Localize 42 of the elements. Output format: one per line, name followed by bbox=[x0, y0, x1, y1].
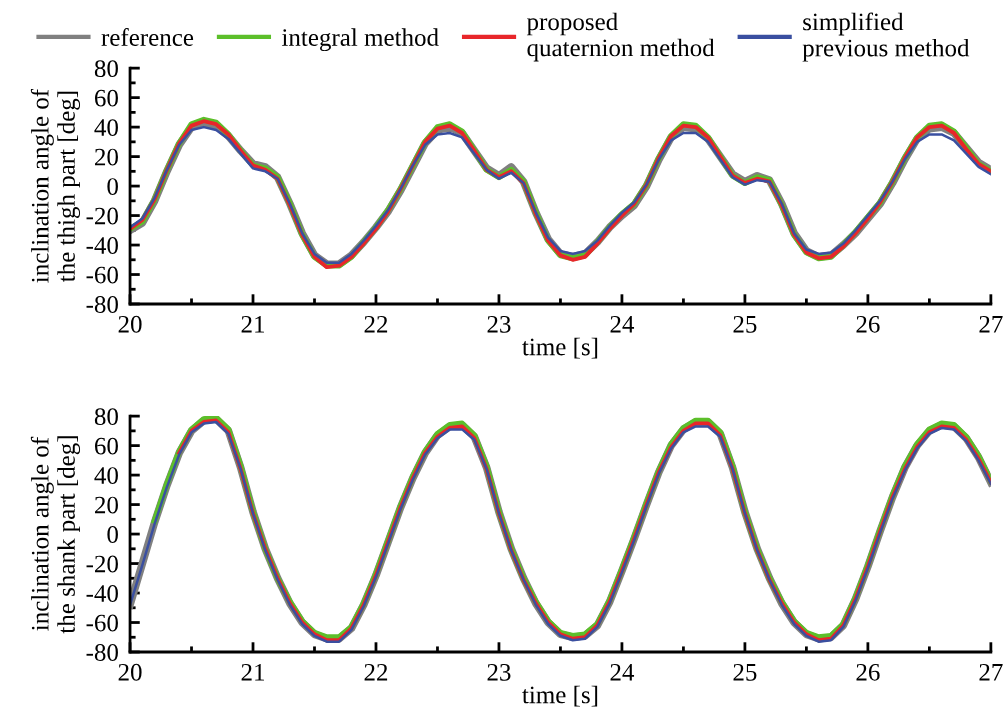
legend-label: integral method bbox=[281, 28, 439, 52]
x-tick-label: 24 bbox=[610, 315, 635, 333]
y-tick-label: -40 bbox=[86, 585, 118, 602]
y-tick-label: 80 bbox=[94, 60, 118, 78]
legend-label: simplified previous method bbox=[802, 12, 970, 62]
y-tick-label: -80 bbox=[86, 296, 118, 313]
x-tick-label: 23 bbox=[487, 315, 511, 333]
x-tick-label: 27 bbox=[979, 315, 1003, 333]
x-tick-label: 20 bbox=[118, 663, 142, 681]
legend-label: reference bbox=[101, 28, 194, 46]
x-tick-label: 24 bbox=[610, 663, 635, 681]
y-tick-label: 20 bbox=[95, 496, 118, 514]
y-tick-label: 0 bbox=[107, 526, 118, 543]
x-tick-label: 27 bbox=[979, 663, 1003, 681]
x-axis-title: time [s] bbox=[522, 685, 598, 707]
y-tick-label: 20 bbox=[95, 148, 118, 166]
x-tick-label: 22 bbox=[364, 315, 388, 333]
y-tick-label: 40 bbox=[94, 119, 118, 137]
x-tick-label: 25 bbox=[733, 315, 757, 333]
legend-label: proposed quaternion method bbox=[526, 12, 715, 62]
x-tick-label: 22 bbox=[364, 663, 388, 681]
x-axis-title: time [s] bbox=[522, 337, 598, 359]
y-tick-label: -20 bbox=[86, 555, 118, 573]
x-tick-label: 26 bbox=[856, 663, 880, 681]
y-tick-label: 0 bbox=[107, 178, 118, 195]
x-tick-label: 26 bbox=[856, 315, 880, 333]
x-tick-label: 21 bbox=[241, 315, 265, 333]
y-tick-label: -20 bbox=[86, 207, 118, 225]
y-tick-label: 60 bbox=[95, 89, 118, 107]
y-tick-label: 60 bbox=[95, 437, 118, 455]
y-tick-label: -40 bbox=[86, 237, 118, 254]
x-tick-label: 21 bbox=[241, 663, 265, 681]
x-tick-label: 23 bbox=[487, 663, 511, 681]
y-tick-label: -60 bbox=[86, 614, 118, 632]
y-tick-label: -60 bbox=[86, 266, 118, 284]
x-tick-label: 20 bbox=[118, 315, 142, 333]
y-axis-title: inclination angle of the shank part [deg] bbox=[30, 436, 81, 634]
y-tick-label: -80 bbox=[86, 644, 118, 661]
x-tick-label: 25 bbox=[733, 663, 757, 681]
y-tick-label: 40 bbox=[94, 467, 118, 485]
y-tick-label: 80 bbox=[94, 408, 118, 426]
y-axis-title: inclination angle of the thigh part [deg] bbox=[30, 88, 81, 283]
